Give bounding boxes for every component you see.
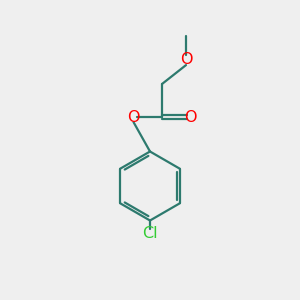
Text: Cl: Cl (142, 226, 158, 241)
Text: O: O (180, 52, 192, 68)
Text: O: O (184, 110, 197, 124)
Text: O: O (127, 110, 140, 124)
